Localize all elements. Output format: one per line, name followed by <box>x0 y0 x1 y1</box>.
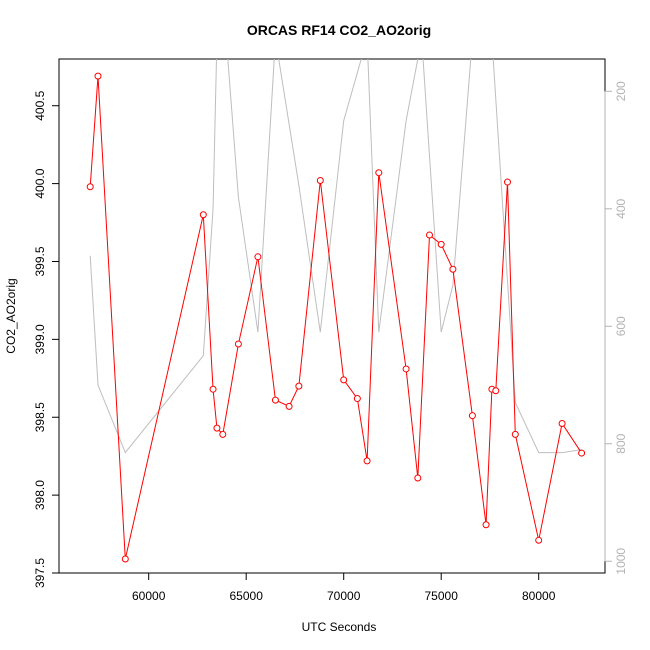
plot-frame <box>58 58 606 574</box>
data-point <box>353 395 361 403</box>
y-tick-label: 400.5 <box>33 90 47 120</box>
y-tick-label: 397.5 <box>33 558 47 588</box>
data-point <box>213 424 221 432</box>
data-point <box>295 382 303 390</box>
secondary-y-axis: 200 400 600 800 1000 <box>604 81 628 575</box>
data-point <box>316 176 324 184</box>
data-point <box>340 376 348 384</box>
y-axis-label: CO2_AO2orig <box>4 278 18 353</box>
x-tick-label: 60000 <box>132 589 166 603</box>
x-axis-label: UTC Seconds <box>302 620 377 634</box>
x-tick-label: 70000 <box>327 589 361 603</box>
y-tick-label: 399.0 <box>33 324 47 354</box>
data-point <box>285 402 293 410</box>
y-tick-label: 398.0 <box>33 480 47 510</box>
data-point <box>426 231 433 239</box>
data-point <box>468 412 476 420</box>
secondary-series-line <box>89 59 582 454</box>
data-point <box>86 183 94 191</box>
data-point <box>121 555 129 563</box>
x-tick-label: 65000 <box>230 589 264 603</box>
data-point <box>437 240 445 248</box>
x-axis: 60000 65000 70000 75000 80000 <box>132 572 556 603</box>
data-point <box>558 419 566 427</box>
data-point <box>271 396 279 404</box>
y-tick-label: 400.0 <box>33 168 47 198</box>
data-point <box>535 536 543 544</box>
primary-series-layer <box>86 72 586 563</box>
y-axis: 397.5 398.0 398.5 399.0 399.5 400.0 400.5 <box>33 90 60 588</box>
secondary-series-layer <box>89 59 582 454</box>
data-point <box>402 365 410 373</box>
secondary-y-tick-label: 400 <box>614 198 628 218</box>
data-point <box>375 169 383 177</box>
x-tick-label: 75000 <box>425 589 459 603</box>
data-point <box>504 178 511 186</box>
secondary-y-tick-label: 1000 <box>614 548 628 575</box>
data-point <box>209 385 217 393</box>
data-point <box>414 474 422 482</box>
data-point <box>363 457 371 465</box>
y-tick-label: 398.5 <box>33 402 47 432</box>
y-tick-label: 399.5 <box>33 246 47 276</box>
data-point <box>219 430 227 438</box>
data-point <box>449 265 457 273</box>
data-point <box>94 72 102 80</box>
data-point <box>254 253 262 261</box>
secondary-y-tick-label: 200 <box>614 81 628 101</box>
chart-title: ORCAS RF14 CO2_AO2orig <box>247 22 431 38</box>
data-point <box>234 340 242 348</box>
data-point <box>511 430 519 438</box>
data-point <box>578 449 586 457</box>
primary-series-line <box>89 76 583 560</box>
data-point <box>199 211 207 219</box>
secondary-y-tick-label: 600 <box>614 316 628 336</box>
x-tick-label: 80000 <box>522 589 556 603</box>
secondary-y-tick-label: 800 <box>614 433 628 453</box>
data-point <box>492 387 500 395</box>
data-point <box>482 521 490 529</box>
